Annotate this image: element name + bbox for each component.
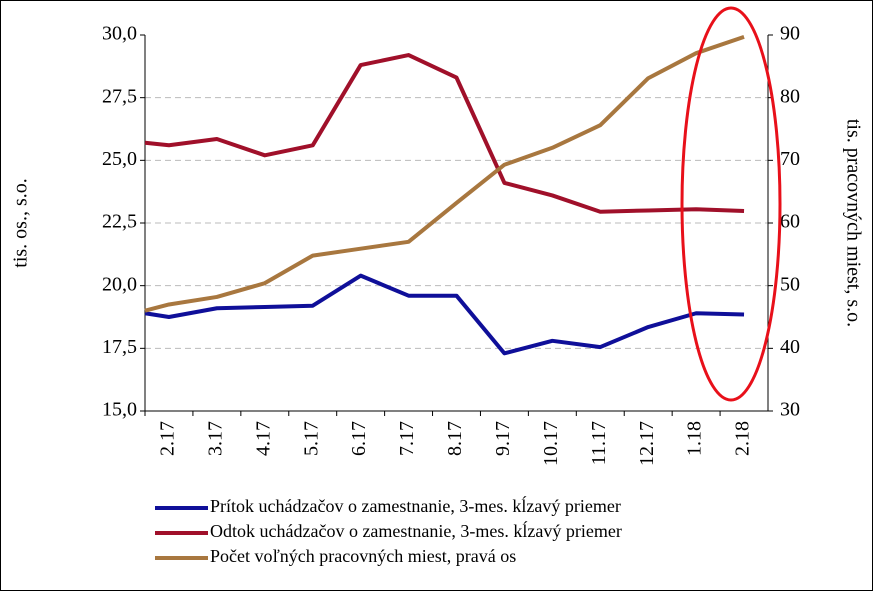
series-line <box>144 34 745 313</box>
x-tick-label: 3.17 <box>204 421 226 456</box>
x-tick-label: 4.17 <box>252 421 274 456</box>
x-tick-label: 9.17 <box>492 421 514 456</box>
series-line <box>144 273 745 356</box>
x-tick-label: 2.18 <box>732 421 754 456</box>
legend-label: Odtok uchádzačov o zamestnanie, 3-mes. k… <box>210 520 622 541</box>
x-tick-label: 8.17 <box>444 421 466 456</box>
x-tick-label: 7.17 <box>396 421 418 456</box>
y-tick-label: 22,5 <box>102 211 137 233</box>
x-tick-label: 2.17 <box>157 421 179 456</box>
y2-tick-label: 60 <box>780 211 800 233</box>
y2-tick-label: 80 <box>780 85 800 107</box>
y-tick-label: 25,0 <box>102 148 137 170</box>
x-tick-label: 1.18 <box>684 421 706 456</box>
y-tick-label: 27,5 <box>102 85 137 107</box>
y-tick-label: 30,0 <box>102 23 137 45</box>
legend-label: Počet voľných pracovných miest, pravá os <box>210 546 516 566</box>
series-line <box>144 53 745 214</box>
x-tick-label: 10.17 <box>540 421 562 466</box>
y2-tick-label: 30 <box>780 399 800 421</box>
x-tick-label: 5.17 <box>300 421 322 456</box>
legend-label: Prítok uchádzačov o zamestnanie, 3-mes. … <box>210 495 621 516</box>
y2-tick-label: 70 <box>780 148 800 170</box>
y-tick-label: 17,5 <box>102 336 137 358</box>
y2-tick-label: 90 <box>780 23 800 45</box>
y-axis-label: tis. os., s.o. <box>10 178 32 267</box>
x-tick-label: 6.17 <box>348 421 370 456</box>
y2-axis-label: tis. pracovných miest, s.o. <box>842 119 864 327</box>
y2-tick-label: 40 <box>780 336 800 358</box>
y-tick-label: 20,0 <box>102 273 137 295</box>
highlight-ellipse <box>680 6 782 402</box>
y-tick-label: 15,0 <box>102 399 137 421</box>
x-tick-label: 11.17 <box>588 421 610 465</box>
y2-tick-label: 50 <box>780 273 800 295</box>
x-tick-label: 12.17 <box>636 421 658 466</box>
